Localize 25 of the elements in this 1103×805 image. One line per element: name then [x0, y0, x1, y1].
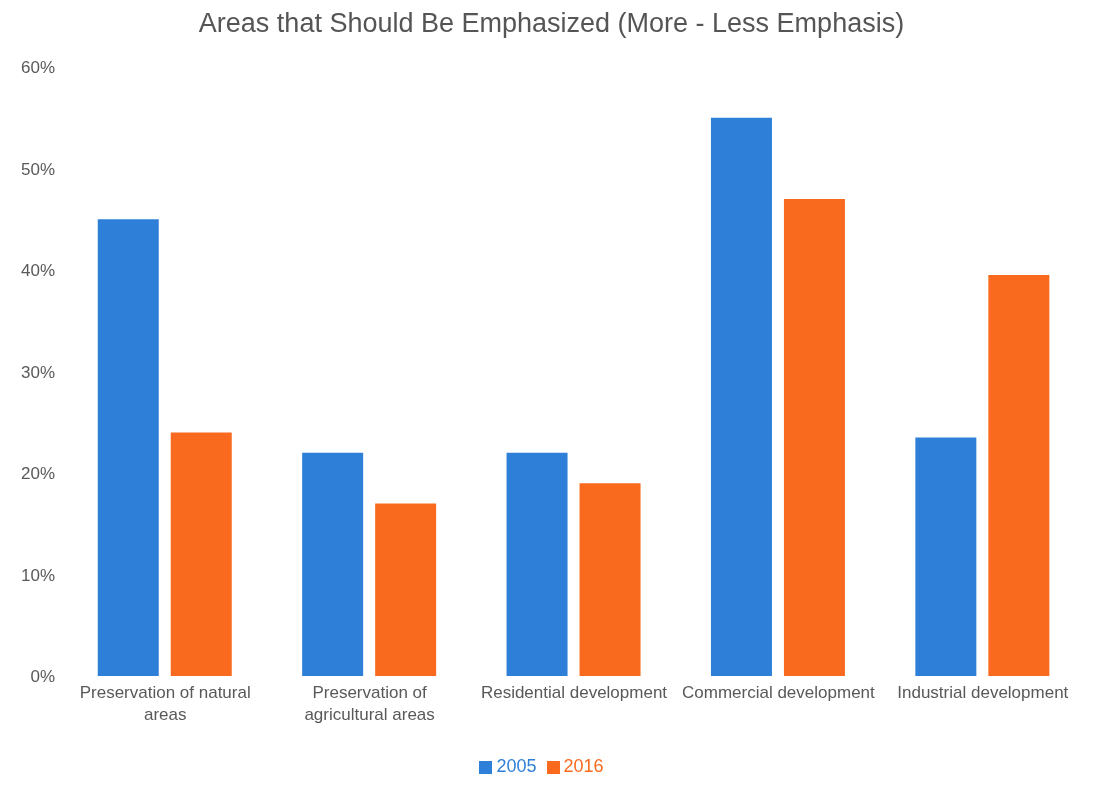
y-tick-label: 40%	[20, 261, 55, 281]
y-tick-label: 50%	[20, 159, 55, 179]
y-tick-label: 30%	[20, 362, 55, 382]
bar	[97, 219, 159, 676]
y-tick-label: 10%	[20, 565, 55, 585]
x-tick-label: Industrial development	[897, 683, 1069, 702]
bar	[506, 452, 568, 676]
x-tick-label: Commercial development	[682, 683, 876, 702]
bar	[375, 503, 437, 676]
y-tick-label: 20%	[20, 464, 55, 484]
y-tick-label: 0%	[30, 667, 55, 687]
bar	[783, 198, 845, 676]
legend-label: 2016	[563, 756, 604, 776]
bar	[710, 117, 772, 676]
legend-label: 2005	[496, 756, 537, 776]
bar	[302, 452, 364, 676]
bar	[988, 275, 1050, 676]
x-tick-label: Residential development	[480, 683, 668, 702]
x-tick-label: Preservation of natural areas	[79, 683, 251, 724]
y-tick-label: 60%	[20, 58, 55, 78]
bar	[915, 437, 977, 676]
chart-title: Areas that Should Be Emphasized (More - Less Emphasis)	[197, 8, 906, 39]
x-tick-label: Preservation of agricultural areas	[304, 683, 435, 724]
bar	[170, 432, 232, 676]
bar	[579, 483, 641, 676]
